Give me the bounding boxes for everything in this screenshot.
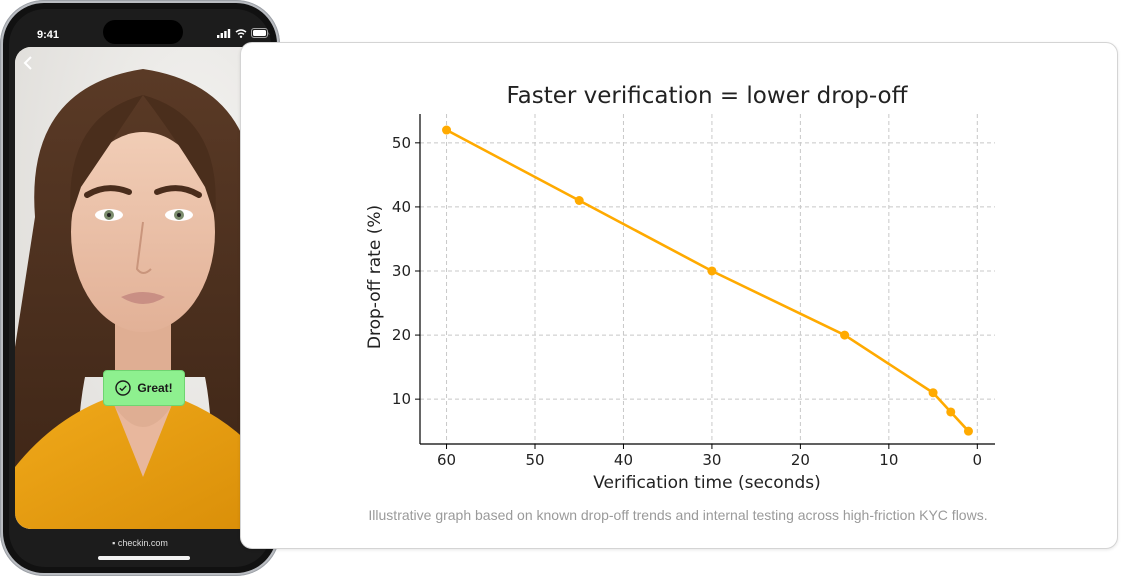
data-point (946, 407, 956, 417)
phone-screen: 9:41 (9, 9, 271, 567)
y-tick-label: 10 (392, 390, 411, 408)
x-tick-label: 0 (973, 451, 983, 469)
data-point (840, 330, 850, 340)
phone-bezel: 9:41 (3, 3, 277, 573)
wifi-icon (235, 28, 247, 38)
series-line (445, 128, 970, 433)
lock-icon: ▪ (112, 538, 116, 548)
data-point (707, 266, 717, 276)
grid (420, 114, 995, 444)
selfie-photo (15, 47, 271, 529)
back-chevron-icon[interactable] (23, 56, 32, 70)
home-indicator[interactable] (98, 556, 190, 560)
x-tick-label: 10 (879, 451, 898, 469)
data-point (963, 426, 973, 436)
check-circle-icon (115, 380, 132, 396)
y-tick-label: 50 (392, 134, 411, 152)
data-point (574, 196, 584, 206)
signal-icon (217, 28, 231, 38)
verification-success-badge: Great! (103, 370, 185, 406)
status-bar: 9:41 (9, 9, 271, 53)
chart-card (240, 42, 1118, 549)
x-tick-label: 50 (525, 451, 544, 469)
line-chart: Faster verification = lower drop-off 60 5… (365, 83, 995, 493)
x-tick-label: 30 (702, 451, 721, 469)
data-point (928, 388, 938, 398)
face-illustration (15, 47, 271, 529)
axes (419, 114, 995, 445)
y-tick-label: 40 (392, 198, 411, 216)
chart-title: Faster verification = lower drop-off (507, 83, 909, 109)
data-point (442, 125, 452, 135)
series (442, 125, 973, 436)
chart-caption: Illustrative graph based on known drop-o… (368, 507, 988, 523)
url-bar[interactable]: ▪ checkin.com (9, 538, 271, 548)
system-icons (217, 28, 271, 38)
battery-icon (251, 28, 271, 38)
status-time: 9:41 (37, 29, 60, 41)
y-axis-label: Drop-off rate (%) (365, 205, 385, 349)
y-tick-label: 20 (392, 326, 411, 344)
url-text: checkin.com (117, 538, 168, 548)
x-axis-label: Verification time (seconds) (593, 473, 820, 493)
x-tick-label: 40 (614, 451, 633, 469)
dynamic-island (103, 20, 183, 44)
x-tick-label: 20 (791, 451, 810, 469)
phone-mockup: 9:41 (0, 0, 280, 576)
axis-ticks: 60 50 40 30 20 10 0 10 20 30 40 50 (392, 134, 982, 469)
badge-label: Great! (137, 381, 173, 395)
y-tick-label: 30 (392, 262, 411, 280)
x-tick-label: 60 (437, 451, 456, 469)
